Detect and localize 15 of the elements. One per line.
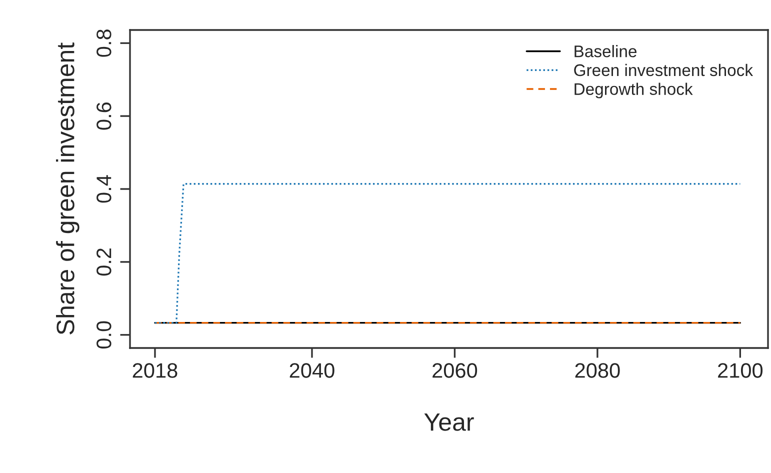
x-axis-title: Year — [424, 413, 474, 431]
x-tick-label: 2060 — [432, 363, 478, 378]
y-tick-label: 0.0 — [96, 321, 112, 349]
legend-label: Baseline — [574, 45, 636, 58]
y-tick-label: 0.4 — [96, 175, 112, 203]
y-tick-label: 0.2 — [96, 248, 112, 276]
y-axis-title: Share of green investment — [56, 42, 80, 334]
x-tick-label: 2080 — [575, 363, 620, 378]
x-tick-label: 2040 — [290, 363, 334, 378]
legend-label: Degrowth shock — [574, 82, 693, 98]
x-tick-label: 2100 — [718, 363, 763, 378]
y-tick-label: 0.6 — [96, 102, 112, 130]
legend-label: Green investment shock — [574, 64, 754, 76]
x-tick-label: 2018 — [132, 363, 178, 378]
y-tick-label: 0.8 — [96, 30, 112, 57]
